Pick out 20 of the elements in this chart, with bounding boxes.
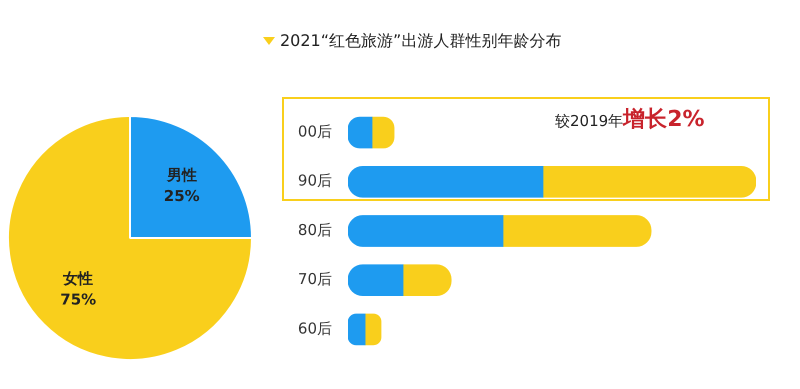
chart-title: 2021“红色旅游”出游人群性别年龄分布: [280, 31, 562, 52]
annotation: 较2019年: [555, 112, 624, 130]
bar: [348, 166, 544, 198]
y-tick-label: 70后: [298, 270, 332, 288]
bar: [502, 215, 652, 247]
annotation: 增长2%: [623, 107, 705, 132]
data-label: 75%: [60, 290, 96, 309]
slice-label: 男性: [166, 166, 197, 184]
y-tick-label: 80后: [298, 220, 332, 239]
bar: [348, 314, 366, 346]
bar: [402, 264, 452, 296]
bar: [348, 215, 504, 247]
data-label: 25%: [164, 187, 200, 206]
bar: [364, 314, 382, 346]
slice-label: 女性: [62, 270, 94, 288]
y-tick-label: 90后: [298, 172, 332, 190]
bar: [542, 166, 756, 198]
y-tick-label: 00后: [298, 122, 332, 140]
bar: [348, 264, 404, 296]
y-tick-label: 60后: [298, 319, 332, 338]
